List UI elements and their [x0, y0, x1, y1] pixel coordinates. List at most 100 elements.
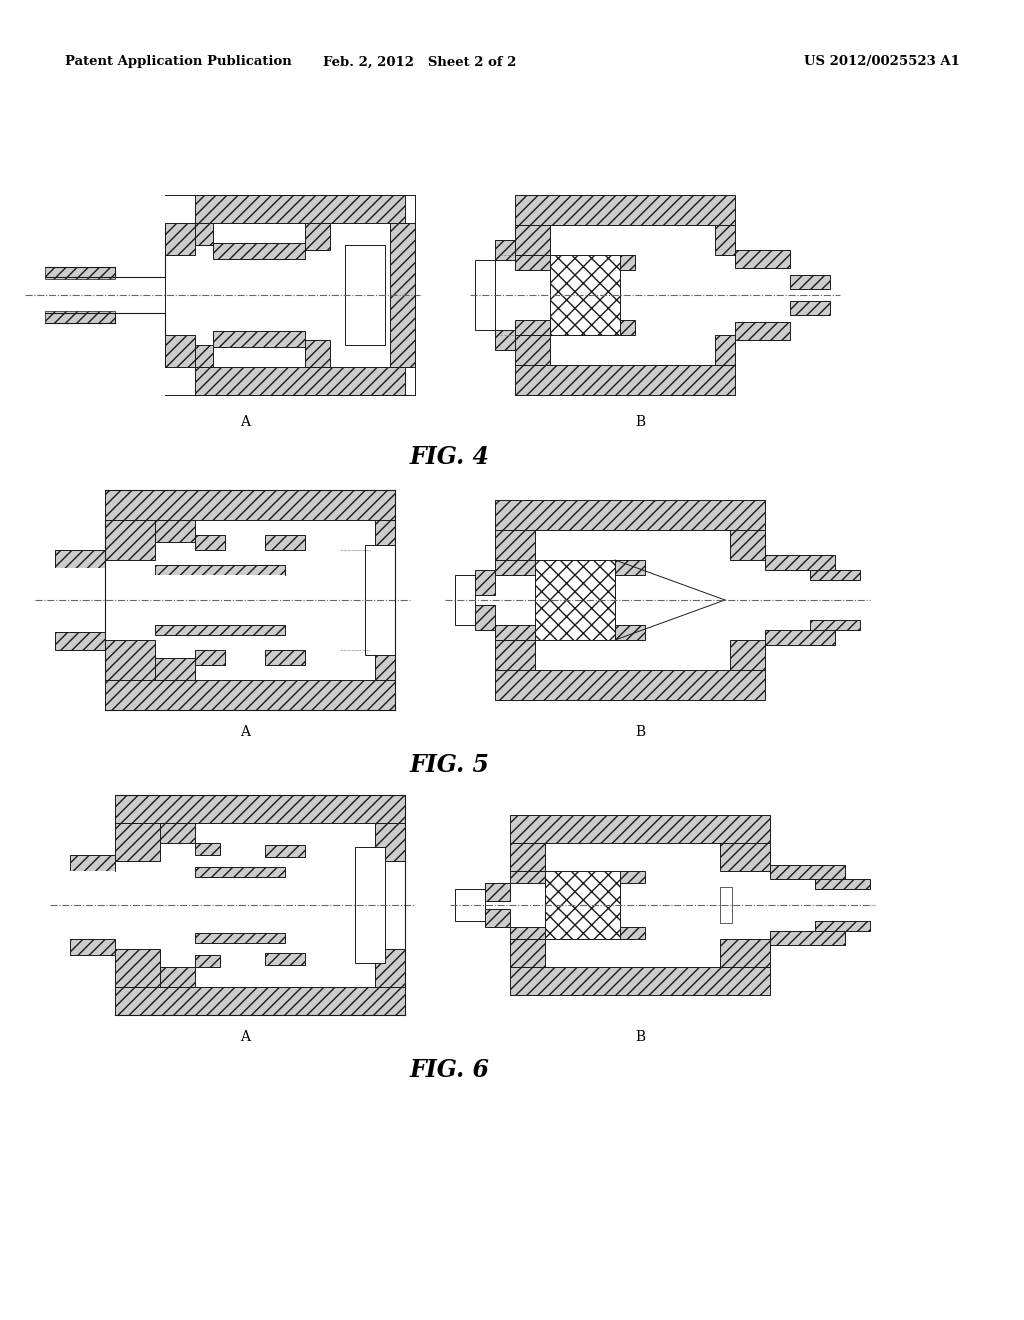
Bar [213, 331, 305, 347]
Bar [510, 968, 770, 995]
Bar [515, 335, 550, 366]
Bar [720, 939, 770, 968]
Text: B: B [635, 414, 645, 429]
Bar [213, 243, 305, 259]
Bar [815, 921, 870, 931]
Bar [165, 335, 195, 367]
Bar [195, 843, 220, 855]
Bar [195, 223, 213, 246]
Bar [475, 570, 495, 595]
Bar [265, 649, 305, 665]
Bar [495, 624, 535, 640]
Bar [105, 520, 155, 560]
Bar [70, 855, 115, 871]
Bar [55, 568, 105, 632]
Bar [305, 223, 330, 249]
Bar [815, 879, 870, 888]
Bar [620, 871, 645, 883]
Bar [720, 843, 770, 871]
Text: Patent Application Publication: Patent Application Publication [65, 55, 292, 69]
Text: A: A [240, 414, 250, 429]
Bar [495, 500, 765, 531]
Bar [195, 535, 225, 550]
Bar [390, 223, 415, 367]
Bar [510, 843, 545, 871]
Bar [195, 345, 213, 367]
Bar [265, 953, 305, 965]
Bar [765, 554, 835, 570]
Bar [730, 640, 765, 671]
Text: A: A [240, 725, 250, 739]
Bar [115, 795, 406, 822]
Bar [810, 620, 860, 630]
Bar [535, 560, 615, 640]
Bar [105, 640, 155, 680]
Bar [375, 822, 406, 861]
Text: A: A [240, 1030, 250, 1044]
Bar [485, 883, 510, 902]
Bar [515, 255, 550, 271]
Bar [165, 223, 195, 255]
Bar [195, 954, 220, 968]
Bar [510, 927, 545, 939]
Bar [195, 367, 406, 395]
Bar [810, 570, 860, 579]
Bar [495, 560, 535, 576]
Bar [365, 545, 395, 655]
Bar [160, 822, 195, 843]
Bar [160, 968, 195, 987]
Bar [355, 847, 385, 964]
Bar [455, 888, 485, 921]
Bar [510, 939, 545, 968]
Bar [265, 535, 305, 550]
Bar [70, 871, 115, 939]
Bar [495, 671, 765, 700]
Bar [495, 640, 535, 671]
Bar [45, 312, 115, 323]
Bar [515, 319, 550, 335]
Bar [620, 927, 645, 939]
Text: FIG. 6: FIG. 6 [410, 1059, 490, 1082]
Text: Feb. 2, 2012   Sheet 2 of 2: Feb. 2, 2012 Sheet 2 of 2 [324, 55, 517, 69]
Bar [115, 987, 406, 1015]
Bar [495, 531, 535, 560]
Bar [765, 630, 835, 645]
Bar [615, 560, 645, 576]
Bar [510, 814, 770, 843]
Bar [195, 195, 406, 223]
Bar [55, 632, 105, 649]
Text: US 2012/0025523 A1: US 2012/0025523 A1 [804, 55, 961, 69]
Bar [620, 319, 635, 335]
Bar [495, 330, 515, 350]
Bar [55, 550, 105, 568]
Bar [115, 949, 160, 987]
Bar [615, 624, 645, 640]
Bar [770, 865, 845, 879]
Bar [70, 939, 115, 954]
Bar [105, 680, 395, 710]
Bar [45, 267, 115, 279]
Bar [105, 490, 395, 520]
Bar [195, 933, 285, 942]
Bar [515, 224, 550, 255]
Bar [455, 576, 475, 624]
Bar [545, 871, 620, 939]
Bar [155, 657, 195, 680]
Bar [730, 531, 765, 560]
Bar [345, 246, 385, 345]
Bar [620, 255, 635, 271]
Bar [475, 260, 495, 330]
Text: FIG. 4: FIG. 4 [410, 445, 490, 469]
Bar [155, 576, 285, 624]
Bar [155, 624, 285, 635]
Bar [770, 931, 845, 945]
Bar [790, 301, 830, 315]
Bar [720, 887, 732, 923]
Bar [790, 275, 830, 289]
Text: B: B [635, 725, 645, 739]
Bar [375, 949, 406, 987]
Bar [735, 322, 790, 341]
Bar [485, 909, 510, 927]
Bar [375, 640, 395, 680]
Bar [375, 520, 395, 560]
